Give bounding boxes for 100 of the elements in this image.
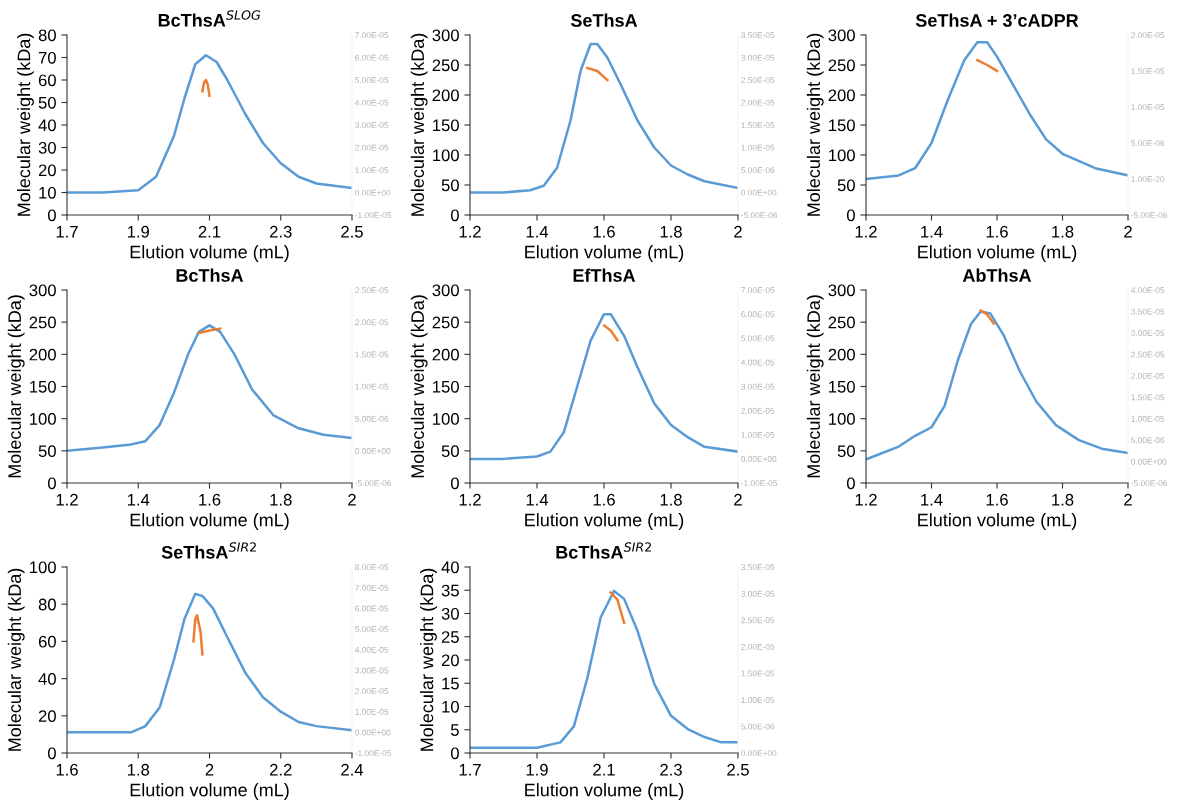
y-tick-label: 300 xyxy=(29,284,56,297)
y2-tick-label: 1.50E-05 xyxy=(1131,68,1165,75)
y2-tick-label: 6.00E-05 xyxy=(355,605,389,612)
line-series xyxy=(67,592,352,734)
y-tick-label: 0 xyxy=(47,747,56,760)
y2-tick-label: 1.00E-05 xyxy=(741,697,775,703)
y2-tick-label: 1.50E-05 xyxy=(741,122,775,129)
y2-tick-label: 7.00E-05 xyxy=(355,584,389,591)
y-tick-label: 15 xyxy=(442,677,459,690)
y2-tick-label: 6.00E-05 xyxy=(355,54,389,61)
x-tick-label: 2.1 xyxy=(198,225,221,238)
x-tick-label: 1.6 xyxy=(986,225,1008,238)
x-tick-label: 1.2 xyxy=(459,225,481,238)
y-tick-label: 250 xyxy=(828,59,855,72)
y2-tick-label: 7.00E-05 xyxy=(741,287,775,294)
line-series xyxy=(866,40,1128,181)
y-tick-label: 20 xyxy=(441,654,459,667)
y-tick-label: 40 xyxy=(441,561,459,574)
y-tick-label: 35 xyxy=(441,584,459,597)
y-tick-label: 80 xyxy=(38,29,56,42)
x-tick-label: 1.6 xyxy=(593,225,615,238)
y-axis-title: Molecular weight (kDa) xyxy=(7,295,25,478)
y2-tick-label: 5.00E-05 xyxy=(741,335,775,342)
y-tick-label: 150 xyxy=(829,380,855,393)
x-tick-label: 2 xyxy=(205,763,214,776)
x-tick-label: 2.5 xyxy=(341,225,363,238)
y2-tick-label: 5.00E-05 xyxy=(355,77,389,84)
line-series xyxy=(67,324,352,453)
x-tick-label: 1.6 xyxy=(593,493,615,506)
y-tick-label: 50 xyxy=(837,445,855,458)
chart-title: SeThsA xyxy=(570,13,638,27)
x-tick-label: 1.6 xyxy=(56,763,78,776)
y2-tick-label: 3.00E-05 xyxy=(1131,330,1165,336)
y2-tick-label: 1.00E-20 xyxy=(1131,176,1165,183)
y-tick-label: 250 xyxy=(432,316,459,329)
y2-tick-label: 1.50E-05 xyxy=(1131,394,1165,401)
y2-tick-label: 0.00E+00 xyxy=(741,456,777,462)
x-tick-label: 1.8 xyxy=(1052,493,1074,506)
y2-tick-label: 4.00E-05 xyxy=(1130,287,1165,294)
y-tick-label: 0 xyxy=(450,209,459,222)
chart-title: BcThsA$^{SLOG}$ xyxy=(158,10,261,27)
y2-tick-label: 8.00E-05 xyxy=(355,564,389,571)
y2-tick-label: 7.00E-05 xyxy=(355,32,389,39)
y-tick-label: 25 xyxy=(441,631,459,643)
y-tick-label: 70 xyxy=(38,51,56,64)
x-tick-label: 1.6 xyxy=(199,493,221,506)
y-axis-title: Molecular weight (kDa) xyxy=(17,33,34,216)
y-axis-title: Molecular weight (kDa) xyxy=(806,295,824,478)
y2-tick-label: -5.00E-06 xyxy=(1131,480,1168,487)
y2-tick-label: 6.00E-05 xyxy=(741,311,775,318)
y2-tick-label: 3.50E-05 xyxy=(1131,308,1165,315)
x-tick-label: 1.8 xyxy=(1052,225,1074,238)
y2-tick-label: -1.00E-05 xyxy=(741,480,778,487)
y2-tick-label: 3.00E-05 xyxy=(741,383,775,390)
y-tick-label: 30 xyxy=(441,607,459,620)
y2-tick-label: 4.00E-05 xyxy=(354,99,389,106)
y2-tick-label: 5.00E-06 xyxy=(1131,140,1165,147)
y2-tick-label: 1.00E-05 xyxy=(741,431,775,438)
x-tick-label: 1.4 xyxy=(526,226,549,238)
y2-tick-label: 2.50E-05 xyxy=(355,287,389,294)
line-series xyxy=(866,310,1128,461)
x-axis-title: Elution volume (mL) xyxy=(525,783,684,800)
y-tick-label: 80 xyxy=(38,598,56,611)
y2-tick-label: 5.00E-06 xyxy=(741,723,775,730)
x-axis-title: Elution volume (mL) xyxy=(525,513,684,530)
y2-tick-label: 3.00E-05 xyxy=(741,54,775,61)
x-tick-label: 2 xyxy=(348,493,356,506)
y2-tick-label: 3.50E-05 xyxy=(741,564,775,571)
x-tick-label: 1.9 xyxy=(526,763,548,776)
x-tick-label: 2.5 xyxy=(727,763,749,776)
y2-tick-label: 0.00E+00 xyxy=(355,189,391,196)
y2-tick-label: 0.00E+00 xyxy=(355,448,391,454)
y-tick-label: 60 xyxy=(38,74,56,87)
x-tick-label: 2.3 xyxy=(270,225,292,238)
y-tick-label: 150 xyxy=(433,380,459,393)
y-tick-label: 0 xyxy=(47,477,56,490)
y2-tick-label: 0.00E+00 xyxy=(741,750,777,757)
x-tick-label: 2.1 xyxy=(593,763,615,776)
y2-tick-label: 5.00E-06 xyxy=(355,415,389,422)
x-axis-title: Elution volume (mL) xyxy=(525,245,684,262)
x-tick-label: 1.7 xyxy=(459,764,481,776)
y-tick-label: 150 xyxy=(30,380,56,393)
x-tick-label: 2 xyxy=(1124,225,1132,238)
x-tick-label: 2 xyxy=(734,493,742,506)
y-tick-label: 50 xyxy=(837,179,855,192)
y2-tick-label: 2.00E-05 xyxy=(1131,372,1165,379)
y-axis-title: Molecular weight (kDa) xyxy=(420,568,437,751)
y2-tick-label: 2.00E-05 xyxy=(741,99,775,106)
line-series xyxy=(470,312,738,461)
y2-tick-label: 5.00E-06 xyxy=(1131,437,1165,444)
x-tick-label: 2.4 xyxy=(341,763,364,776)
y2-tick-label: 2.50E-05 xyxy=(1131,351,1165,358)
y2-tick-label: -5.00E-06 xyxy=(741,212,778,219)
x-tick-label: 1.4 xyxy=(921,494,943,506)
x-tick-label: 2.3 xyxy=(660,763,682,776)
line-series xyxy=(201,78,211,97)
y2-tick-label: -1.00E-05 xyxy=(355,212,392,219)
y2-tick-label: 2.00E-05 xyxy=(741,643,775,650)
chart-title: SeThsA + 3’cADPR xyxy=(915,13,1079,27)
x-tick-label: 1.8 xyxy=(127,763,150,776)
